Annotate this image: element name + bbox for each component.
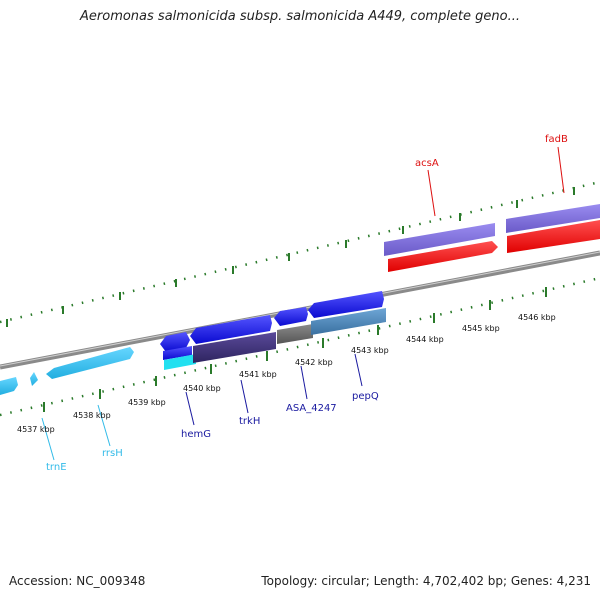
- accession-label: Accession: NC_009348: [9, 574, 146, 588]
- gene-label-pepQ[interactable]: pepQ: [352, 391, 379, 402]
- scale-label-4539: 4539 kbp: [128, 398, 166, 407]
- gene-trnE-arrow[interactable]: [0, 377, 18, 395]
- cog-bar-fadB[interactable]: [506, 204, 600, 233]
- gene-acsA-arrow[interactable]: [388, 241, 498, 272]
- leader-trnE: [41, 417, 55, 461]
- scale-label-4543: 4543 kbp: [351, 346, 389, 355]
- gene-trnE-fragment[interactable]: [30, 372, 38, 386]
- leader-rrsH: [97, 404, 111, 447]
- map-title: Aeromonas salmonicida subsp. salmonicida…: [80, 9, 520, 24]
- gene-rrsH-arrow[interactable]: [46, 347, 134, 379]
- gene-label-rrsH[interactable]: rrsH: [102, 448, 123, 459]
- scale-label-4546: 4546 kbp: [518, 313, 556, 322]
- leader-fadB: [557, 146, 565, 194]
- leader-trkH: [240, 379, 249, 414]
- gene-pepQ-arrow[interactable]: [308, 291, 384, 318]
- scale-label-4537: 4537 kbp: [17, 425, 55, 434]
- scale-label-4541: 4541 kbp: [239, 370, 277, 379]
- gene-fadB-arrow[interactable]: [507, 220, 600, 253]
- cog-bar-hemG-a: [163, 346, 192, 360]
- cog-bar-hemG-b: [164, 354, 196, 370]
- scale-label-4542: 4542 kbp: [295, 358, 333, 367]
- scale-label-4540: 4540 kbp: [183, 384, 221, 393]
- leader-acsA: [427, 169, 436, 217]
- gene-label-hemG[interactable]: hemG: [181, 429, 211, 440]
- inner-major-ticks: [43, 287, 547, 412]
- cog-bar-pepQ: [311, 308, 386, 335]
- gene-label-acsA[interactable]: acsA: [415, 158, 439, 169]
- gene-trkH-arrow[interactable]: [190, 315, 272, 344]
- leader-ASA_4247: [300, 365, 308, 400]
- scale-label-4544: 4544 kbp: [406, 335, 444, 344]
- gene-label-trkH[interactable]: trkH: [239, 416, 260, 427]
- scale-label-4538: 4538 kbp: [73, 411, 111, 420]
- cog-bar-ASA_4247: [277, 324, 313, 344]
- gene-label-fadB[interactable]: fadB: [545, 134, 568, 145]
- leader-hemG: [185, 391, 195, 426]
- leader-pepQ: [354, 353, 363, 387]
- outer-major-ticks: [6, 187, 575, 327]
- cog-bar-trkH: [193, 332, 276, 363]
- gene-hemG-arrow[interactable]: [160, 332, 190, 352]
- gene-label-trnE[interactable]: trnE: [46, 462, 67, 473]
- inner-tick-track: [0, 276, 600, 417]
- gene-label-ASA_4247[interactable]: ASA_4247: [286, 403, 337, 414]
- cog-bar-acsA[interactable]: [384, 223, 495, 256]
- topology-label: Topology: circular; Length: 4,702,402 bp…: [261, 574, 591, 588]
- scale-label-4545: 4545 kbp: [462, 324, 500, 333]
- gene-ASA_4247-arrow[interactable]: [274, 307, 308, 326]
